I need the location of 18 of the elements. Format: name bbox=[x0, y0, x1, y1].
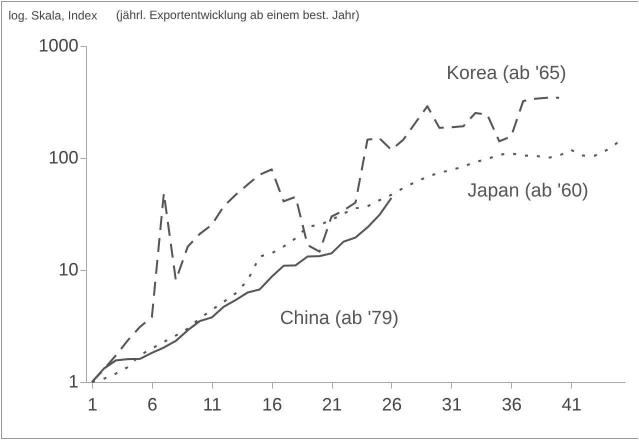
x-tick-label: 11 bbox=[202, 394, 222, 414]
x-tick-label: 6 bbox=[147, 394, 158, 414]
x-tick-label: 36 bbox=[502, 394, 522, 414]
x-tick-label: 26 bbox=[382, 394, 402, 414]
series-label: China (ab '79) bbox=[280, 308, 399, 330]
y-tick-label: 1 bbox=[68, 372, 78, 392]
x-tick-label: 1 bbox=[87, 394, 98, 414]
chart-title: (jährl. Exportentwicklung ab einem best. Jahr) bbox=[116, 8, 360, 22]
y-axis-title: log. Skala, Index bbox=[8, 8, 98, 22]
series-label: Japan (ab '60) bbox=[468, 180, 588, 202]
y-tick-label: 1000 bbox=[38, 36, 78, 56]
y-tick-label: 10 bbox=[58, 260, 78, 280]
x-tick-label: 16 bbox=[262, 394, 282, 414]
y-tick-label: 100 bbox=[48, 148, 78, 168]
x-tick-label: 41 bbox=[562, 394, 582, 414]
series-label: Korea (ab '65) bbox=[446, 62, 566, 84]
x-tick-label: 21 bbox=[322, 394, 342, 414]
x-tick-label: 31 bbox=[442, 394, 462, 414]
